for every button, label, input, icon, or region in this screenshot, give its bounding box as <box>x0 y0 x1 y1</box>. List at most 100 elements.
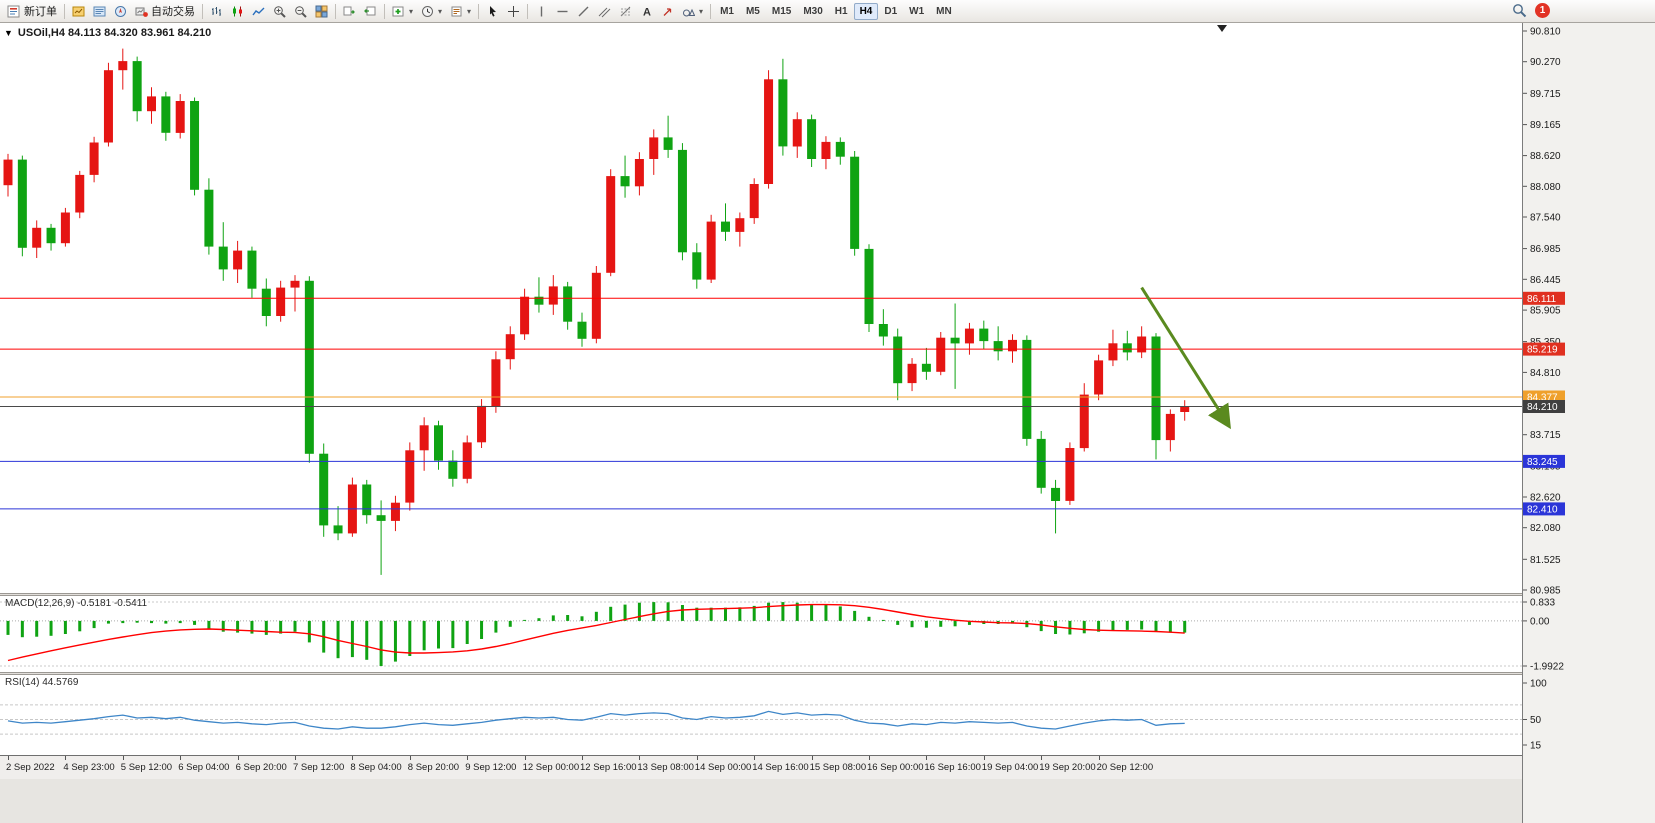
toolbar-separator <box>335 3 336 19</box>
candle <box>1165 413 1175 441</box>
price-tick-label: 81.525 <box>1530 555 1561 566</box>
chevron-down-icon[interactable]: ▾ <box>409 6 414 16</box>
time-label: 19 Sep 04:00 <box>981 762 1039 773</box>
navigator-button[interactable] <box>110 1 131 22</box>
shapes-button[interactable]: ▾ <box>678 1 707 22</box>
panel-splitter[interactable] <box>0 593 1522 596</box>
time-label: 6 Sep 04:00 <box>178 762 230 773</box>
candle <box>606 176 616 273</box>
chevron-down-icon[interactable]: ▾ <box>438 6 443 16</box>
channel-button[interactable] <box>594 1 615 22</box>
price-line-label <box>1523 502 1565 516</box>
timeframe-w1-button[interactable]: W1 <box>909 5 925 17</box>
new-order-button[interactable]: 新订单 <box>3 1 61 22</box>
time-label: 9 Sep 12:00 <box>465 762 517 773</box>
search-icon[interactable] <box>1512 3 1527 18</box>
time-label: 14 Sep 00:00 <box>694 762 752 773</box>
candle <box>778 79 788 147</box>
trendline-button[interactable] <box>573 1 594 22</box>
candlestick-chart-button[interactable] <box>227 1 248 22</box>
time-tick <box>295 756 296 760</box>
line-chart-button[interactable] <box>248 1 269 22</box>
zoom-out-button[interactable] <box>290 1 311 22</box>
cursor-button[interactable] <box>482 1 503 22</box>
one-click-trading-icon[interactable]: ▼ <box>4 28 13 38</box>
bar-chart-button[interactable] <box>206 1 227 22</box>
notification-badge[interactable]: 1 <box>1535 3 1550 18</box>
timeframe-d1-button[interactable]: D1 <box>884 5 898 17</box>
auto-trading-icon <box>135 7 148 17</box>
chevron-down-icon[interactable]: ▾ <box>699 6 704 16</box>
price-chart[interactable] <box>0 23 1522 593</box>
price-tick-label: 83.715 <box>1530 430 1561 441</box>
rsi-panel[interactable] <box>0 675 1522 755</box>
toolbar-separator <box>64 3 65 19</box>
horizontal-line-icon <box>557 10 568 12</box>
candle <box>32 227 42 248</box>
timeframe-h4-button[interactable]: H4 <box>853 2 879 20</box>
candle <box>1094 360 1104 395</box>
timeframe-mn-button[interactable]: MN <box>936 5 952 17</box>
periods-button[interactable]: ▾ <box>417 1 446 22</box>
candle <box>218 246 228 270</box>
tile-windows-button[interactable] <box>311 1 332 22</box>
time-tick <box>467 756 469 760</box>
text-button[interactable]: A <box>636 1 657 22</box>
auto-scroll-icon <box>343 6 355 15</box>
timeframe-m1-button[interactable]: M1 <box>720 5 734 17</box>
time-tick <box>983 756 985 760</box>
chevron-down-icon[interactable]: ▾ <box>467 6 472 16</box>
candle <box>663 137 673 150</box>
vertical-line-button[interactable] <box>531 1 552 22</box>
price-tick-label: 88.080 <box>1530 182 1561 193</box>
price-scale[interactable]: 90.810 90.270 89.715 89.165 88.620 88.080 87.5… <box>1522 23 1655 823</box>
price-tick-label: 86.985 <box>1530 244 1561 255</box>
candle <box>634 159 644 187</box>
time-label: 8 Sep 04:00 <box>350 762 402 773</box>
timeframe-h1-button[interactable]: H1 <box>834 5 848 17</box>
time-label: 12 Sep 00:00 <box>522 762 580 773</box>
crosshair-button[interactable] <box>503 1 524 22</box>
candle <box>362 484 372 516</box>
price-tick-label: 89.165 <box>1530 120 1561 131</box>
data-window-icon <box>93 6 106 16</box>
candle <box>749 184 759 219</box>
auto-trading-button[interactable]: 自动交易 <box>131 1 199 22</box>
candle <box>735 218 745 232</box>
bar-marker-icon <box>1217 25 1228 32</box>
tile-windows-icon <box>315 5 328 17</box>
timeframe-m5-button[interactable]: M5 <box>745 5 760 17</box>
macd-label: MACD(12,26,9) -0.5181 -0.5411 <box>5 598 148 609</box>
fibonacci-button[interactable] <box>615 1 636 22</box>
timeframe-m15-button[interactable]: M15 <box>771 5 792 17</box>
price-tick-label: 84.810 <box>1530 368 1561 379</box>
zoom-out-icon <box>295 5 307 18</box>
time-tick <box>524 756 526 760</box>
candle <box>190 101 200 190</box>
templates-button[interactable]: ▾ <box>446 1 475 22</box>
candle <box>505 334 515 360</box>
trend-arrow[interactable] <box>1140 286 1231 430</box>
price-tick-label: 86.445 <box>1530 275 1561 286</box>
data-window-button[interactable] <box>89 1 110 22</box>
timeframe-m30-button[interactable]: M30 <box>803 5 823 17</box>
arrows-button[interactable] <box>657 1 678 22</box>
toolbar-separator <box>710 3 712 19</box>
indicators-button[interactable]: ▾ <box>388 1 417 22</box>
auto-scroll-button[interactable] <box>339 1 360 22</box>
horizontal-line-button[interactable] <box>552 1 573 22</box>
candle <box>907 363 917 384</box>
macd-panel[interactable] <box>0 596 1522 672</box>
panel-splitter[interactable] <box>0 672 1522 675</box>
candle <box>893 336 903 384</box>
market-watch-button[interactable] <box>68 1 89 22</box>
indicators-icon <box>392 6 404 16</box>
chart-shift-button[interactable] <box>360 1 381 22</box>
candle <box>46 227 56 244</box>
time-axis[interactable]: 2 Sep 2022 4 Sep 23:00 5 Sep 12:00 6 Sep 04… <box>0 755 1522 779</box>
zoom-in-button[interactable] <box>269 1 290 22</box>
candle <box>821 141 831 159</box>
candle <box>276 287 286 316</box>
line-chart-icon <box>252 7 265 15</box>
time-label: 15 Sep 08:00 <box>809 762 867 773</box>
